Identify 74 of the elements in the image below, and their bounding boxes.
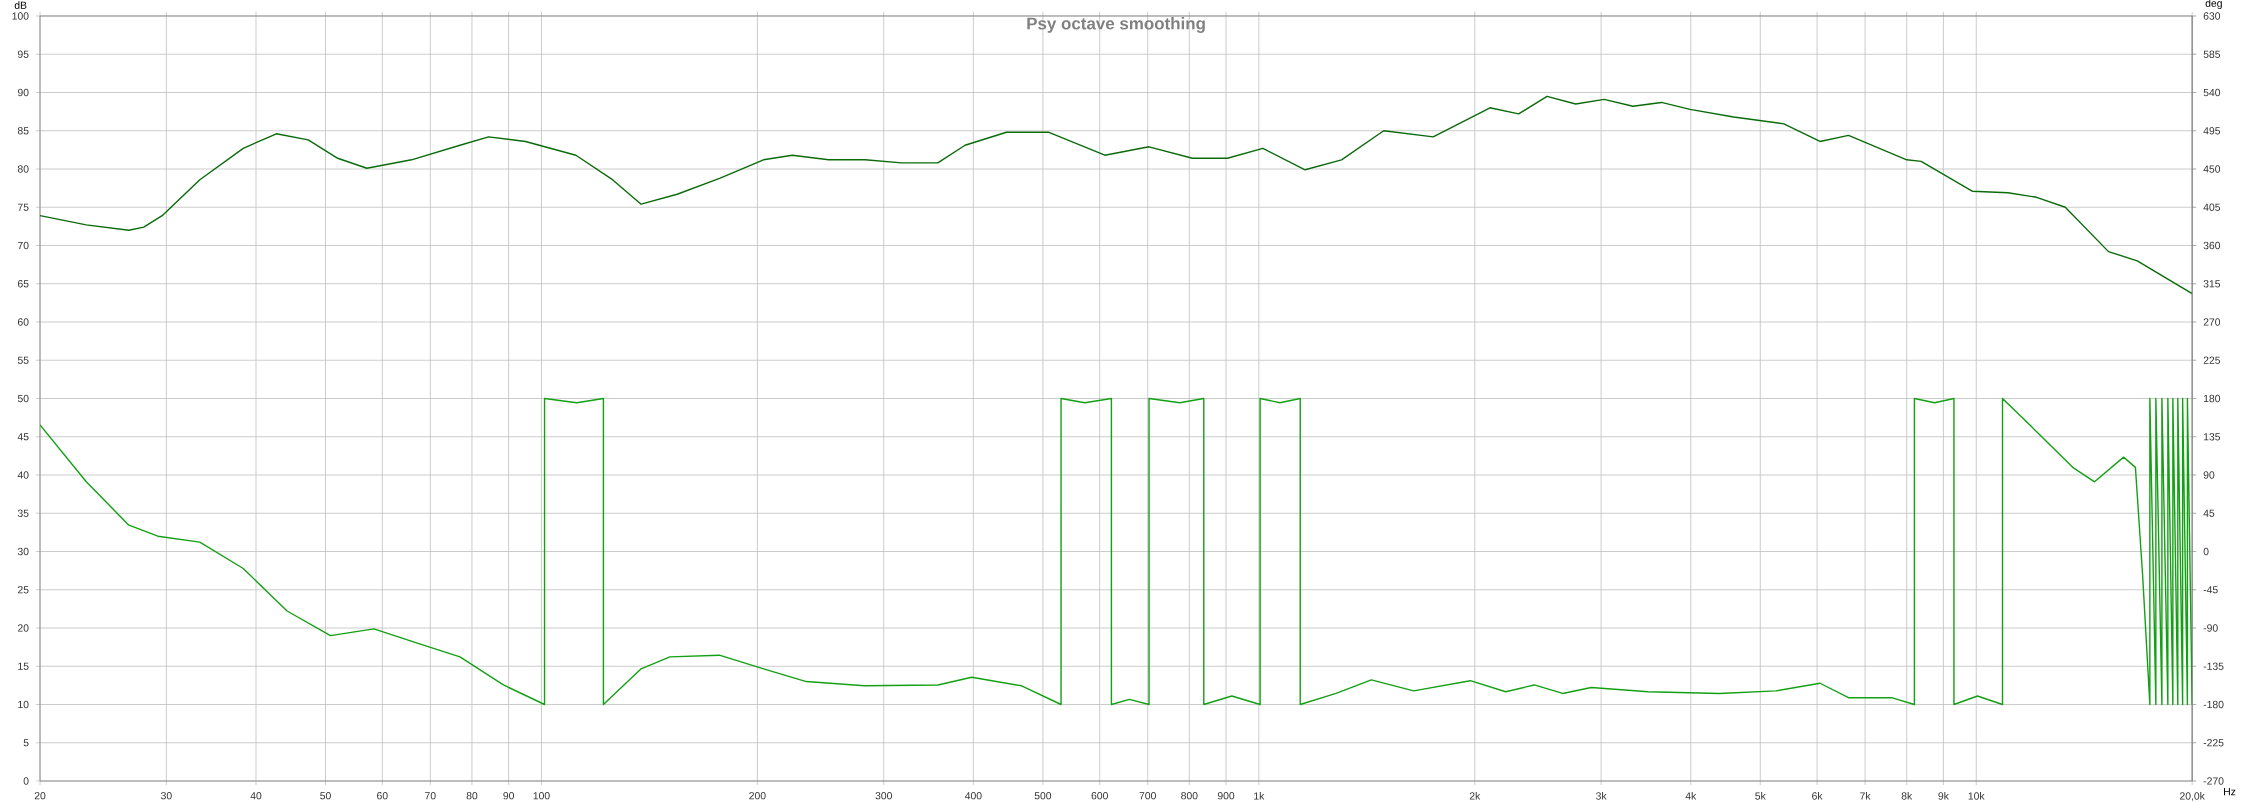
y2-tick-label: 405 [2203,203,2221,211]
x-tick-label: 5k [1755,792,1766,800]
y-tick-label: 70 [17,241,29,250]
x-tick-label: 7k [1860,792,1871,800]
y2-tick-label: 180 [2203,394,2221,403]
x-tick-label: 1k [1254,792,1265,800]
y2-tick-label: 0 [2203,547,2209,556]
y-tick-label: 55 [17,356,29,364]
x-tick-label: 70 [425,792,436,800]
y-tick-label: 45 [17,433,29,441]
x-tick-label: 4k [1685,792,1697,800]
y-tick-label: 35 [17,509,29,517]
y-tick-label: 80 [17,165,29,173]
y-tick-label: 60 [17,318,29,326]
y2-tick-label: -225 [2203,739,2224,747]
x-tick-label: 40 [250,792,262,800]
x-tick-label: 900 [1217,792,1235,800]
x-tick-label: 30 [161,792,172,800]
x-tick-label: 800 [1181,792,1198,800]
x-tick-label: 10k [1968,792,1985,800]
y-tick-label: 65 [17,280,29,288]
y-tick-label: 100 [12,12,29,20]
x-tick-label: 600 [1091,792,1108,800]
x-tick-label: 50 [320,792,331,800]
x-tick-label: 100 [533,792,550,800]
y-tick-label: 95 [17,50,29,58]
y-tick-label: 5 [23,739,29,747]
x-tick-label: 60 [377,792,388,800]
y2-tick-label: 315 [2203,280,2221,288]
y-tick-label: 30 [17,547,29,556]
y-tick-label: 40 [17,471,29,479]
y-tick-label: 50 [17,394,29,403]
y2-tick-label: -90 [2203,624,2218,632]
y-tick-label: 15 [18,662,29,670]
x-tick-label: 20 [34,792,46,800]
y-axis-title: dB [14,1,27,9]
y2-tick-label: 585 [2203,50,2221,58]
x-tick-label: 20,0k [2180,792,2205,801]
x-tick-label: 80 [466,792,478,800]
y2-tick-label: -270 [2203,777,2224,785]
y-tick-label: 25 [17,586,29,594]
y2-tick-label: -45 [2203,586,2218,594]
x-tick-label: 90 [503,792,515,800]
y2-tick-label: 135 [2203,433,2221,441]
y2-tick-label: 360 [2203,241,2221,250]
y-tick-label: 10 [18,700,29,709]
x-axis-title: Hz [2224,788,2236,796]
y2-axis-title: deg [2205,0,2222,9]
y-tick-label: 90 [17,88,29,97]
y2-tick-label: 270 [2203,318,2221,326]
x-tick-label: 500 [1034,792,1052,800]
y2-tick-label: 630 [2203,12,2221,20]
y-tick-label: 20 [17,624,29,632]
y2-tick-label: -135 [2203,662,2224,670]
y2-tick-label: 495 [2203,127,2221,135]
y2-tick-label: 45 [2203,509,2215,517]
y-tick-label: 85 [17,127,29,135]
y-tick-label: 0 [23,777,29,785]
x-tick-label: 300 [875,792,892,800]
x-tick-label: 2k [1469,792,1481,800]
chart-title: Psy octave smoothing [1027,17,1205,33]
x-tick-label: 700 [1139,792,1156,800]
y2-tick-label: 450 [2203,165,2221,173]
y2-tick-label: 540 [2203,88,2221,97]
x-tick-label: 9k [1938,792,1949,800]
y2-tick-label: 90 [2203,471,2215,479]
x-tick-label: 200 [749,792,766,800]
y2-tick-label: -180 [2203,700,2224,709]
x-tick-label: 8k [1901,792,1913,800]
y2-tick-label: 225 [2203,356,2221,364]
x-tick-label: 3k [1596,792,1607,800]
y-tick-label: 75 [17,203,29,211]
x-tick-label: 6k [1812,792,1823,800]
x-tick-label: 400 [964,792,982,800]
